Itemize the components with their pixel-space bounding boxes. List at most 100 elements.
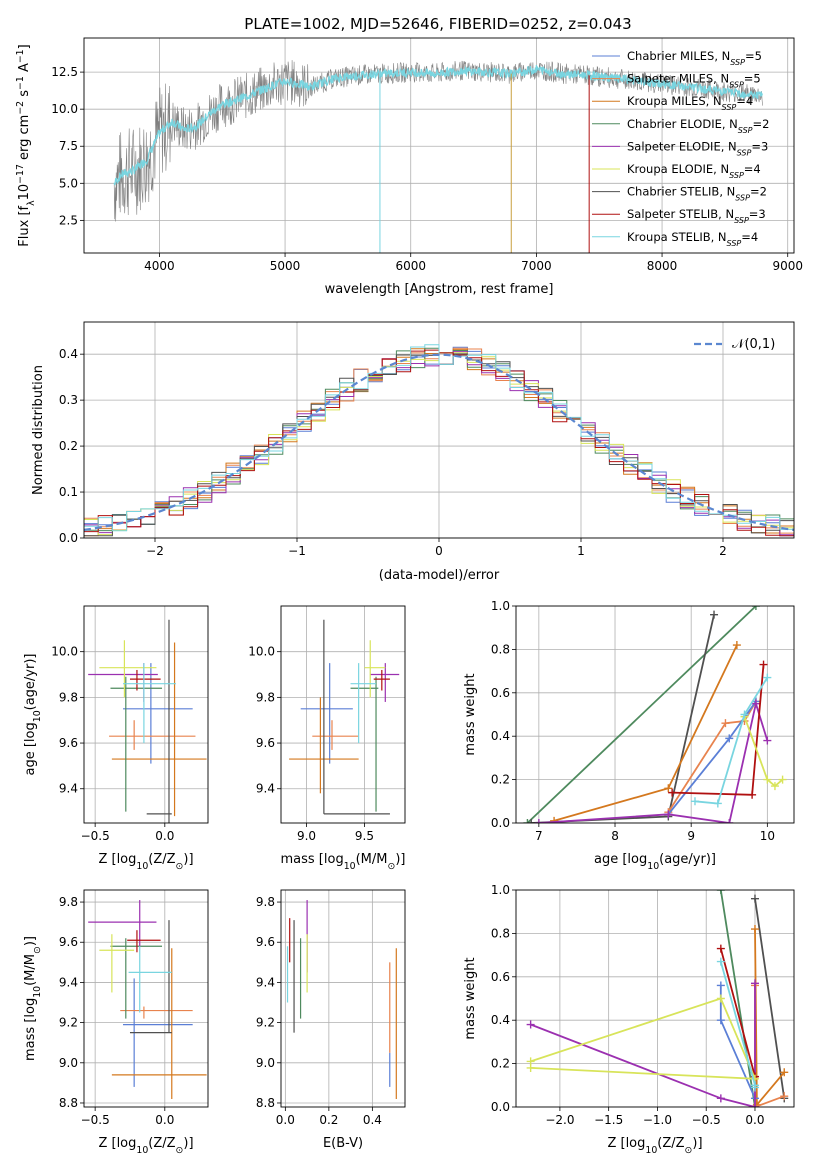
axes-frame xyxy=(83,889,209,1108)
y-tick-label: 0.2 xyxy=(491,773,510,787)
axes-frame xyxy=(280,889,406,1108)
plot-area xyxy=(516,606,794,823)
weight-line-5 xyxy=(530,997,757,1080)
y-tick-label: 0.0 xyxy=(491,1100,510,1114)
y-tick-label: 9.2 xyxy=(59,1016,78,1030)
legend-label-4: Salpeter ELODIE, NSSP=3 xyxy=(627,139,768,157)
weight-marker-5 xyxy=(763,775,772,784)
y-axis-label: Flux [fλ10−17 erg cm−2 s−1 A−1] xyxy=(15,44,37,246)
panel-spectrum: 4000 5000 6000 7000 8000 9000 2.5 5.0 7.5 10.0 12.… xyxy=(15,37,803,297)
weight-marker-8 xyxy=(763,673,772,682)
x-tick-label: 7 xyxy=(535,829,543,843)
panel-age-vs-Z: −0.5 0.0 9.4 9.6 9.8 10.0 Z [log10(Z/Z⊙)] age [… xyxy=(23,605,209,872)
y-tick-label: 10.0 xyxy=(51,102,78,116)
x-tick-label: 9000 xyxy=(772,259,803,273)
weight-marker-8 xyxy=(713,799,722,808)
x-tick-label: −0.5 xyxy=(81,1113,110,1127)
axes-frame xyxy=(515,889,795,1108)
x-tick-label: 9.0 xyxy=(297,829,316,843)
y-axis-label: mass weight xyxy=(463,957,478,1039)
weight-marker-8 xyxy=(716,957,725,966)
y-tick-label: 0.2 xyxy=(491,1057,510,1071)
y-tick-label: 0.0 xyxy=(491,816,510,830)
x-tick-label: 7000 xyxy=(521,259,552,273)
x-tick-label: 0.2 xyxy=(319,1113,338,1127)
weight-marker-1 xyxy=(721,719,730,728)
y-tick-label: 0.4 xyxy=(59,347,78,361)
y-tick-label: 9.0 xyxy=(256,1056,275,1070)
weight-marker-4 xyxy=(725,819,734,823)
x-tick-label: −2 xyxy=(146,544,164,558)
legend-label-7: Salpeter STELIB, NSSP=3 xyxy=(627,207,766,225)
y-tick-label: 9.8 xyxy=(256,895,275,909)
weight-marker-5 xyxy=(716,994,725,1003)
x-tick-label: 0.0 xyxy=(155,1113,174,1127)
x-axis-label: E(B-V) xyxy=(323,1136,363,1151)
x-tick-label: −1.5 xyxy=(594,1113,623,1127)
y-tick-label: 0.8 xyxy=(491,926,510,940)
x-tick-label: 0.0 xyxy=(155,829,174,843)
weight-marker-3 xyxy=(751,606,760,610)
y-tick-label: 9.6 xyxy=(256,935,275,949)
y-tick-label: 9.8 xyxy=(256,690,275,704)
x-tick-label: −2.0 xyxy=(545,1113,574,1127)
weight-marker-8 xyxy=(740,710,749,719)
y-tick-label: 8.8 xyxy=(256,1096,275,1110)
weight-line-8 xyxy=(694,677,769,805)
y-tick-label: 0.8 xyxy=(491,642,510,656)
weight-marker-2 xyxy=(664,784,673,793)
y-tick-label: 9.4 xyxy=(256,782,275,796)
plot-area xyxy=(281,890,405,1107)
x-tick-label: 10 xyxy=(760,829,775,843)
y-tick-label: 0.1 xyxy=(59,485,78,499)
x-tick-label: 8000 xyxy=(647,259,678,273)
axes-frame xyxy=(83,37,795,254)
weight-marker-8 xyxy=(750,1083,759,1092)
weight-marker-1 xyxy=(780,1092,789,1101)
weight-marker-2 xyxy=(750,925,759,934)
weight-marker-5 xyxy=(778,775,787,784)
weight-marker-5 xyxy=(526,1063,535,1072)
y-tick-label: 9.4 xyxy=(256,975,275,989)
weight-marker-4 xyxy=(763,736,772,745)
weight-marker-7 xyxy=(668,788,677,797)
x-tick-label: −1 xyxy=(288,544,306,558)
weight-marker-5 xyxy=(770,782,779,791)
panel-weight-vs-age: 7 8 9 10 0.0 0.2 0.4 0.6 0.8 1.0 age [log10(age/yr… xyxy=(463,599,795,872)
weight-marker-6 xyxy=(750,894,759,903)
weight-marker-3 xyxy=(523,819,532,823)
y-tick-label: 0.0 xyxy=(59,531,78,545)
axes-frame xyxy=(515,605,795,824)
model-spectrum xyxy=(113,65,764,186)
y-tick-label: 9.2 xyxy=(256,1016,275,1030)
plot-area xyxy=(281,606,405,823)
weight-marker-4 xyxy=(716,1094,725,1103)
y-tick-label: 7.5 xyxy=(59,139,78,153)
legend-label-8: Kroupa STELIB, NSSP=4 xyxy=(627,230,758,248)
x-tick-label: 9.5 xyxy=(355,829,374,843)
weight-line-4 xyxy=(530,983,756,1107)
y-axis-label: Normed distribution xyxy=(31,365,46,495)
y-tick-label: 8.8 xyxy=(59,1096,78,1110)
x-tick-label: 2 xyxy=(719,544,727,558)
weight-marker-2 xyxy=(732,641,741,650)
x-axis-label: (data-model)/error xyxy=(379,568,500,583)
weight-marker-7 xyxy=(759,660,768,669)
weight-marker-0 xyxy=(725,734,734,743)
plot-area xyxy=(516,890,794,1107)
legend-models: Chabrier MILES, NSSP=5 Salpeter MILES, NS… xyxy=(592,49,769,247)
y-tick-label: 9.4 xyxy=(59,782,78,796)
legend-label-6: Chabrier STELIB, NSSP=2 xyxy=(627,185,767,203)
normal-reference-curve xyxy=(84,353,794,531)
legend-label-5: Kroupa ELODIE, NSSP=4 xyxy=(627,162,761,180)
x-tick-label: −1.0 xyxy=(643,1113,672,1127)
weight-line-3 xyxy=(526,606,757,823)
x-axis-label: Z [log10(Z/Z⊙)] xyxy=(607,1136,702,1156)
y-tick-label: 10.0 xyxy=(51,645,78,659)
y-tick-label: 9.6 xyxy=(256,736,275,750)
x-tick-label: 0.0 xyxy=(276,1113,295,1127)
y-tick-label: 9.6 xyxy=(59,935,78,949)
legend-label-2: Kroupa MILES, NSSP=4 xyxy=(627,94,753,112)
histogram-4 xyxy=(84,351,794,536)
